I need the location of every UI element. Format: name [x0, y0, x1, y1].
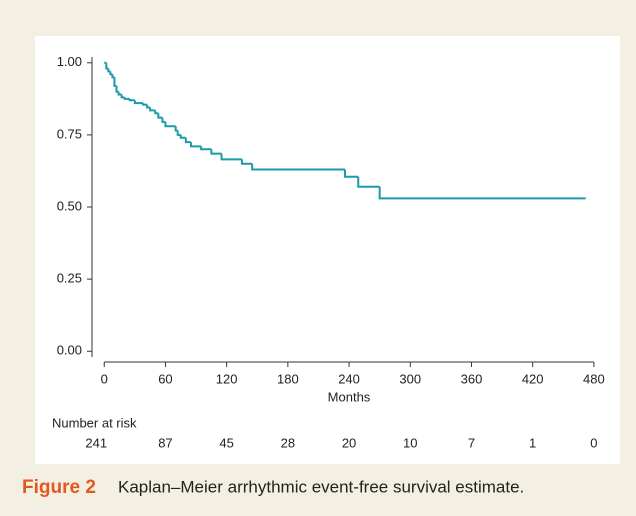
survival-step: [120, 94, 125, 99]
y-tick-label: 0.75: [57, 126, 82, 141]
risk-count: 45: [219, 435, 233, 450]
survival-step: [142, 103, 148, 106]
survival-step: [164, 121, 176, 128]
risk-count: 1: [529, 435, 536, 450]
survival-step: [157, 113, 163, 119]
y-tick-label: 0.00: [57, 343, 82, 358]
x-tick-label: 360: [461, 371, 483, 386]
survival-step: [240, 159, 253, 165]
survival-step: [111, 74, 115, 79]
survival-step: [184, 137, 191, 144]
figure-label: Figure 2: [22, 477, 96, 498]
survival-step: [123, 97, 130, 100]
y-tick-label: 1.00: [57, 54, 82, 69]
survival-step: [220, 153, 242, 161]
x-tick-label: 420: [522, 371, 544, 386]
y-tick-label: 0.25: [57, 271, 82, 286]
risk-count: 87: [158, 435, 172, 450]
survival-step: [176, 130, 181, 136]
risk-label: Number at risk: [52, 415, 137, 430]
y-tick-label: 0.50: [57, 198, 82, 213]
risk-count: 10: [403, 435, 417, 450]
x-tick-label: 60: [158, 371, 172, 386]
risk-count: 28: [281, 435, 295, 450]
risk-count: 20: [342, 435, 356, 450]
x-tick-label: 240: [338, 371, 360, 386]
survival-step: [146, 104, 151, 109]
survival-step: [210, 149, 222, 155]
x-tick-label: 180: [277, 371, 299, 386]
x-tick-label: 300: [399, 371, 421, 386]
caption: Kaplan–Meier arrhythmic event-free survi…: [118, 477, 524, 496]
risk-count: 241: [85, 435, 107, 450]
survival-step: [128, 98, 135, 102]
x-axis-label: Months: [328, 389, 371, 404]
survival-step: [343, 169, 359, 178]
survival-step: [357, 176, 380, 188]
x-tick-label: 120: [216, 371, 238, 386]
x-tick-label: 480: [583, 371, 605, 386]
plot-panel: [35, 36, 620, 464]
risk-count: 7: [468, 435, 475, 450]
survival-step: [200, 146, 212, 151]
survival-step: [149, 107, 156, 112]
survival-step: [117, 91, 122, 96]
risk-count: 0: [590, 435, 597, 450]
survival-step: [161, 117, 166, 123]
survival-step: [189, 142, 202, 148]
survival-step: [179, 134, 186, 139]
x-tick-label: 0: [101, 371, 108, 386]
survival-step: [251, 163, 345, 171]
survival-step: [154, 110, 159, 115]
survival-step: [378, 186, 586, 200]
survival-step: [133, 100, 144, 105]
